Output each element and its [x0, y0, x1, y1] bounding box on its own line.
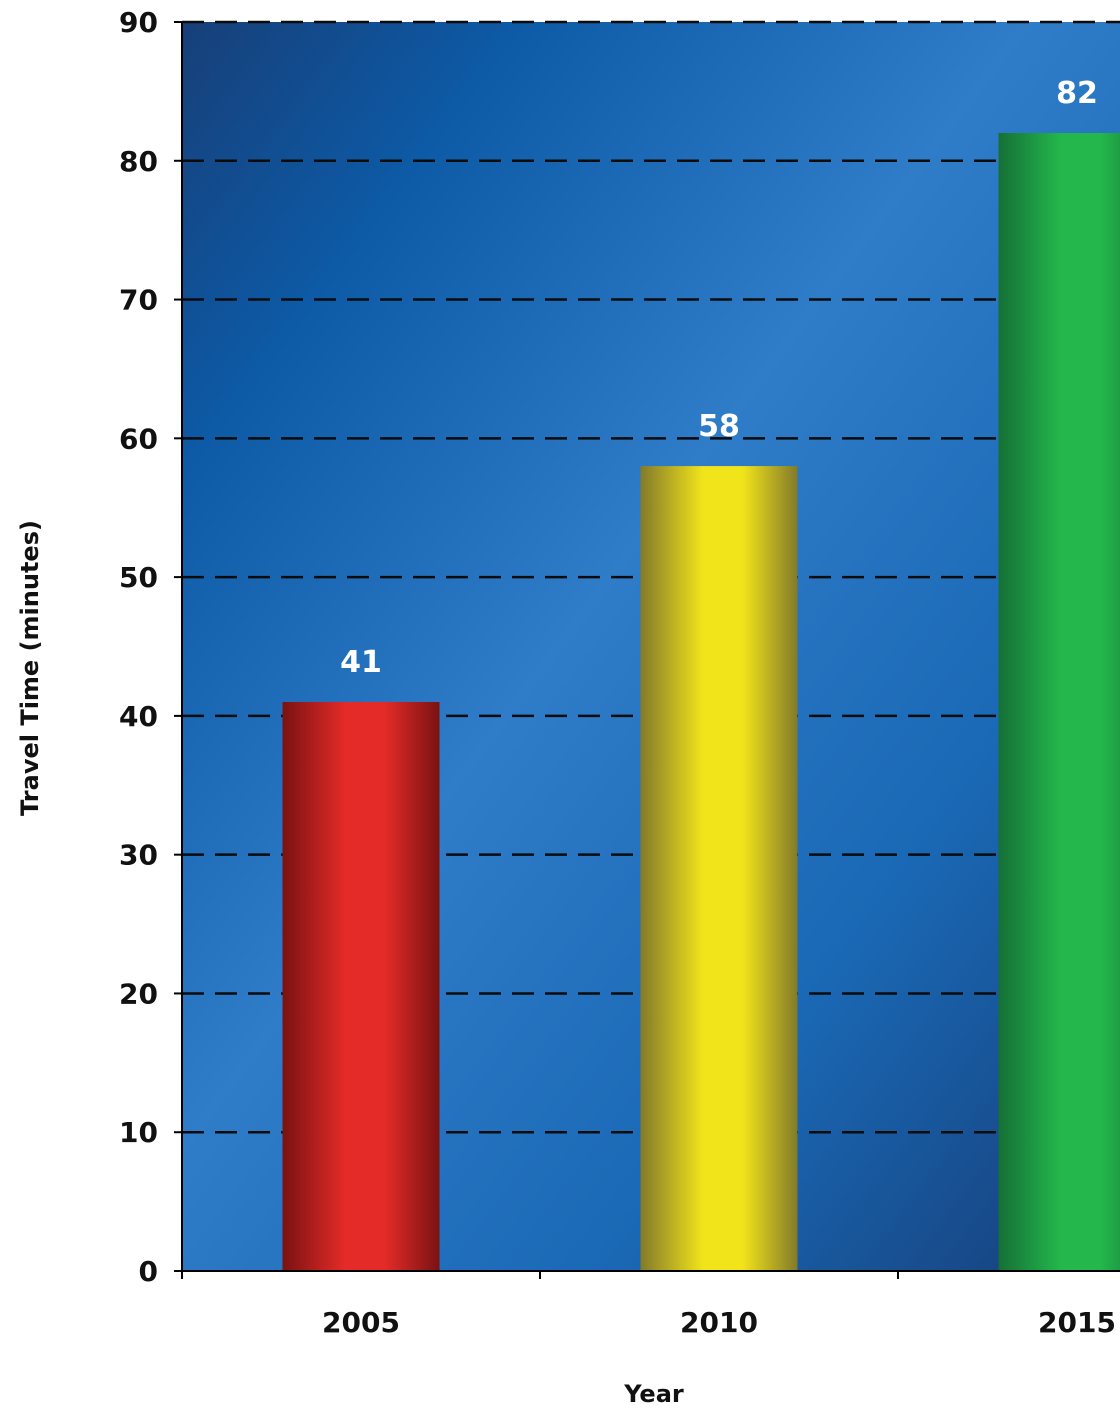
y-tick-label: 10 [119, 1116, 158, 1149]
x-tick-label: 2010 [680, 1306, 758, 1339]
x-tick-label: 2015 [1038, 1306, 1116, 1339]
y-tick-label: 20 [119, 977, 158, 1010]
bar-2015 [998, 133, 1120, 1271]
data-label: 82 [1056, 76, 1098, 111]
y-tick-label: 40 [119, 700, 158, 733]
x-axis-title: Year [623, 1380, 684, 1408]
x-tick-label: 2005 [322, 1306, 400, 1339]
data-labels: 41 58 82 [340, 76, 1098, 680]
data-label: 58 [698, 409, 740, 444]
y-tick-label: 50 [119, 561, 158, 594]
y-tick-label: 30 [119, 839, 158, 872]
y-tick-label: 70 [119, 284, 158, 317]
bar-2005 [282, 702, 440, 1271]
y-tick-label: 80 [119, 145, 158, 178]
data-label: 41 [340, 645, 382, 680]
x-axis-tick-labels: 2005 2010 2015 [322, 1306, 1116, 1339]
y-axis-title: Travel Time (minutes) [16, 520, 44, 816]
axes [174, 21, 1120, 1279]
bar-2010 [640, 466, 798, 1272]
y-tick-label: 60 [119, 422, 158, 455]
y-axis-tick-labels: 0 10 20 30 40 50 60 70 80 90 [119, 6, 158, 1288]
bars [282, 133, 1120, 1272]
y-tick-label: 0 [139, 1255, 158, 1288]
y-tick-label: 90 [119, 6, 158, 39]
